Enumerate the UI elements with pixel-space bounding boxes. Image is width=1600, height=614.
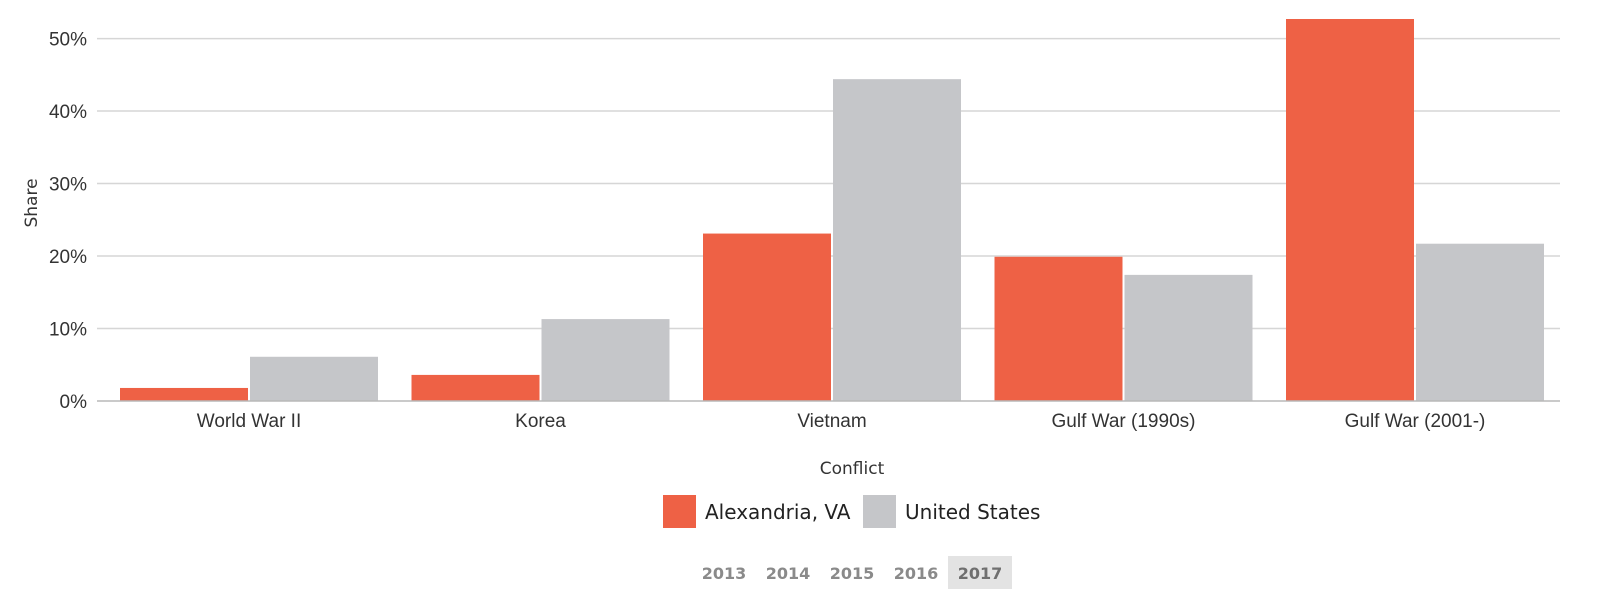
y-tick-label: 20% [49,247,87,268]
year-tab-highlight [948,556,1012,589]
x-tick-label: Gulf War (1990s) [1052,411,1196,432]
year-tab-2014[interactable]: 2014 [766,564,811,583]
x-tick-label: Korea [515,411,566,432]
x-tick-label: Vietnam [797,411,866,432]
y-tick-label: 0% [60,392,88,413]
year-tab-2016[interactable]: 2016 [894,564,939,583]
year-tab-2017[interactable]: 2017 [958,564,1003,583]
y-tick-label: 50% [49,30,87,51]
bar-united-states-2[interactable] [833,79,961,402]
bar-alexandria-0[interactable] [120,387,248,401]
year-selector: 2013 2014 2015 2016 2017 [702,556,1012,589]
y-tick-label: 10% [49,320,87,341]
x-tick-label: World War II [197,411,302,432]
y-axis-title: Share [22,178,42,227]
bar-alexandria-2[interactable] [703,233,831,401]
legend: Alexandria, VA United States [663,495,1040,528]
bar-alexandria-4[interactable] [1286,19,1414,401]
bar-united-states-0[interactable] [250,356,378,401]
year-tab-2013[interactable]: 2013 [702,564,747,583]
y-tick-label: 40% [49,102,87,123]
legend-swatch [663,495,696,528]
bar-alexandria-1[interactable] [411,374,540,401]
bar-united-states-3[interactable] [1124,274,1253,401]
year-tab-2015[interactable]: 2015 [830,564,875,583]
y-axis-ticks: 0% 10% 20% 30% 40% 50% [49,30,87,413]
y-tick-label: 30% [49,175,87,196]
bar-alexandria-3[interactable] [994,256,1123,401]
x-axis-ticks: World War II Korea Vietnam Gulf War (1990s)… [197,411,1486,432]
legend-label[interactable]: Alexandria, VA [705,500,851,524]
x-axis-title: Conflict [820,459,885,479]
legend-label[interactable]: United States [905,500,1040,524]
bar-united-states-4[interactable] [1416,243,1544,401]
bar-united-states-1[interactable] [541,319,670,401]
bars [120,19,1544,402]
legend-swatch [863,495,896,528]
x-tick-label: Gulf War (2001-) [1345,411,1486,432]
